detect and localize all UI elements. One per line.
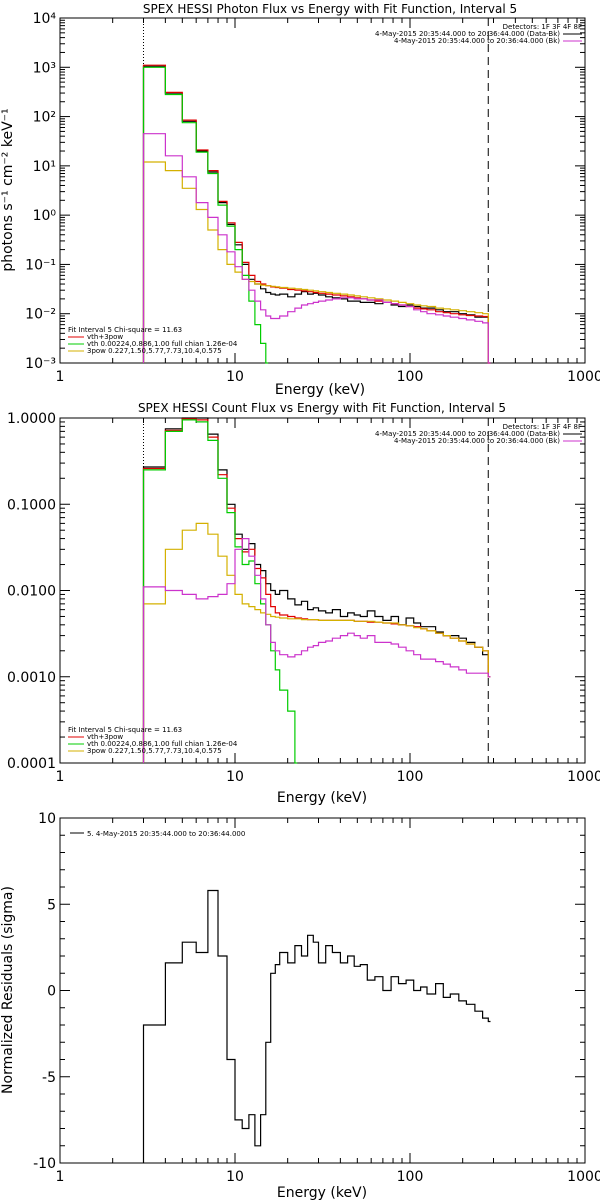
y-tick-label: 10⁻³ bbox=[25, 356, 56, 372]
x-axis-label: Energy (keV) bbox=[275, 382, 365, 398]
series-line-1 bbox=[142, 64, 491, 364]
y-tick-label: 0.0010 bbox=[7, 670, 56, 686]
series-line-0 bbox=[142, 417, 491, 763]
y-tick-label: 10⁴ bbox=[33, 11, 57, 27]
x-tick-label: 10 bbox=[226, 369, 244, 385]
series-line-3 bbox=[142, 161, 491, 364]
axis-ticks: 1 10 100 1000 10⁻³ 10⁻² 10⁻¹ 10⁰ 10¹ 10² 10³ 10⁴ bbox=[25, 11, 600, 385]
legend-top-right: Detectors: 1F 3F 4F 8F 4-May-2015 20:35:… bbox=[375, 423, 582, 445]
y-tick-label: 10⁰ bbox=[33, 208, 57, 224]
y-tick-label: 0.1000 bbox=[7, 497, 56, 513]
legend-entry-data: 4-May-2015 20:35:44.000 to 20:36:44.000 … bbox=[375, 30, 560, 38]
x-tick-label: 10 bbox=[226, 1169, 244, 1185]
y-tick-label: 10³ bbox=[33, 60, 56, 76]
series-line-0 bbox=[142, 889, 491, 1163]
legend-bottom-left: Fit Interval 5 Chi-square = 11.63 vth+3p… bbox=[68, 326, 238, 355]
series-line-4 bbox=[142, 538, 491, 763]
x-tick-label: 10 bbox=[226, 769, 244, 785]
axis-ticks: 1 10 100 1000 0.0001 0.0010 0.0100 0.1000 1.0000 bbox=[7, 411, 600, 785]
plot-frame bbox=[59, 17, 586, 364]
y-tick-label: 0.0001 bbox=[7, 756, 56, 772]
legend-entry-vth: vth 0.00224,0.886,1.00 full chian 1.26e-… bbox=[87, 740, 238, 748]
legend-detectors: Detectors: 1F 3F 4F 8F bbox=[503, 23, 582, 31]
legend-fit-header: Fit Interval 5 Chi-square = 11.63 bbox=[68, 326, 182, 334]
y-tick-label: 10⁻² bbox=[25, 307, 56, 323]
y-axis-label: photons s⁻¹ cm⁻² keV⁻¹ bbox=[0, 108, 16, 271]
y-tick-label: 1.0000 bbox=[7, 411, 56, 427]
series-line-2 bbox=[142, 66, 269, 364]
y-tick-label: 10¹ bbox=[33, 159, 56, 175]
legend-fit-header: Fit Interval 5 Chi-square = 11.63 bbox=[68, 726, 182, 734]
legend-entry-model: vth+3pow bbox=[87, 333, 123, 341]
legend-entry-3pow: 3pow 0.227,1.50,5.77,7.73,10.4,0.575 bbox=[87, 347, 222, 355]
x-axis-label: Energy (keV) bbox=[277, 790, 367, 806]
y-tick-label: 10² bbox=[33, 110, 56, 126]
x-tick-label: 1000 bbox=[567, 1169, 600, 1185]
y-tick-label: 0 bbox=[47, 984, 56, 1000]
legend-entry-model: vth+3pow bbox=[87, 733, 123, 741]
x-axis-label: Energy (keV) bbox=[277, 1185, 367, 1200]
y-axis-label: Normalized Residuals (sigma) bbox=[0, 886, 16, 1094]
series-group bbox=[142, 889, 491, 1163]
x-tick-label: 1000 bbox=[567, 769, 600, 785]
photon-flux-panel: SPEX HESSI Photon Flux vs Energy with Fi… bbox=[0, 2, 600, 398]
series-line-1 bbox=[142, 418, 491, 763]
series-line-2 bbox=[142, 419, 298, 764]
x-tick-label: 100 bbox=[397, 369, 424, 385]
legend-entry-3pow: 3pow 0.227,1.50,5.77,7.73,10.4,0.575 bbox=[87, 747, 222, 755]
x-tick-label: 1000 bbox=[567, 369, 600, 385]
count-flux-panel: SPEX HESSI Count Flux vs Energy with Fit… bbox=[7, 401, 600, 806]
series-line-4 bbox=[142, 133, 491, 364]
axis-ticks: 1 10 100 1000 -10 -5 0 5 10 bbox=[33, 811, 600, 1185]
plot-frame bbox=[59, 417, 586, 764]
residuals-panel: 1 10 100 1000 -10 -5 0 5 10 Energy (keV) Normali… bbox=[0, 811, 600, 1200]
legend-top-right: Detectors: 1F 3F 4F 8F 4-May-2015 20:35:… bbox=[375, 23, 582, 45]
y-tick-label: -5 bbox=[42, 1070, 56, 1086]
legend-entry-data: 4-May-2015 20:35:44.000 to 20:36:44.000 … bbox=[375, 430, 560, 438]
legend-entry-bk: 4-May-2015 20:35:44.000 to 20:36:44.000 … bbox=[394, 437, 560, 445]
y-tick-label: 5 bbox=[47, 897, 56, 913]
x-tick-label: 100 bbox=[397, 769, 424, 785]
legend-detectors: Detectors: 1F 3F 4F 8F bbox=[503, 423, 582, 431]
series-group bbox=[142, 64, 491, 364]
panel-title: SPEX HESSI Count Flux vs Energy with Fit… bbox=[138, 401, 506, 415]
series-line-0 bbox=[142, 65, 491, 364]
series-group bbox=[142, 417, 491, 764]
x-tick-label: 100 bbox=[397, 1169, 424, 1185]
panel-title: SPEX HESSI Photon Flux vs Energy with Fi… bbox=[143, 2, 517, 16]
legend-entry-bk: 4-May-2015 20:35:44.000 to 20:36:44.000 … bbox=[394, 37, 560, 45]
x-tick-label: 1 bbox=[56, 369, 65, 385]
series-line-3 bbox=[142, 522, 491, 763]
plot-frame bbox=[59, 817, 586, 1164]
vertical-marker-lines bbox=[142, 418, 489, 763]
y-tick-label: 10 bbox=[38, 811, 56, 827]
y-tick-label: -10 bbox=[33, 1156, 56, 1172]
legend-entry-vth: vth 0.00224,0.886,1.00 full chian 1.26e-… bbox=[87, 340, 238, 348]
legend-top-left: 5. 4-May-2015 20:35:44.000 to 20:36:44.0… bbox=[70, 830, 245, 838]
x-tick-label: 1 bbox=[56, 1169, 65, 1185]
y-tick-label: 10⁻¹ bbox=[25, 257, 56, 273]
legend-entry-interval: 5. 4-May-2015 20:35:44.000 to 20:36:44.0… bbox=[87, 830, 245, 838]
legend-bottom-left: Fit Interval 5 Chi-square = 11.63 vth+3p… bbox=[68, 726, 238, 755]
y-tick-label: 0.0100 bbox=[7, 584, 56, 600]
x-tick-label: 1 bbox=[56, 769, 65, 785]
